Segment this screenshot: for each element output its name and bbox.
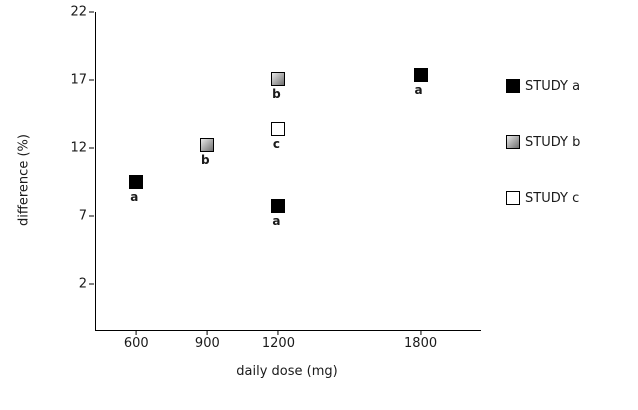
legend: STUDY a STUDY b STUDY c bbox=[506, 79, 580, 205]
x-axis-title: daily dose (mg) bbox=[236, 364, 338, 379]
tick-mark bbox=[89, 147, 94, 149]
plot-area: 22 17 12 7 2 600 900 1200 1800 a a a b b c bbox=[70, 6, 481, 350]
point-label: a bbox=[130, 189, 139, 204]
tick-mark bbox=[420, 330, 422, 335]
y-tick-label: 17 bbox=[70, 72, 87, 88]
y-tick-label: 2 bbox=[78, 276, 87, 292]
tick-mark bbox=[89, 11, 94, 13]
point-label: a bbox=[272, 214, 281, 229]
data-point-c bbox=[271, 121, 286, 136]
legend-item: STUDY b bbox=[506, 135, 580, 149]
tick-mark bbox=[206, 330, 208, 335]
point-label: c bbox=[272, 136, 280, 151]
tick-mark bbox=[277, 330, 279, 335]
y-tick-label: 7 bbox=[78, 208, 87, 224]
data-point-a bbox=[413, 67, 428, 82]
data-point-a bbox=[271, 199, 286, 214]
legend-swatch bbox=[506, 79, 520, 93]
legend-swatch bbox=[506, 135, 520, 149]
y-axis-title: difference (%) bbox=[16, 134, 32, 226]
x-tick: 1200 bbox=[262, 330, 295, 350]
x-tick: 900 bbox=[195, 330, 220, 350]
y-tick: 7 bbox=[48, 209, 94, 222]
x-tick-label: 600 bbox=[123, 336, 149, 351]
y-tick: 17 bbox=[48, 73, 94, 86]
tick-mark bbox=[135, 330, 137, 335]
y-tick: 22 bbox=[48, 6, 94, 19]
tick-mark bbox=[89, 215, 94, 217]
x-tick: 600 bbox=[124, 330, 149, 350]
legend-item: STUDY a bbox=[506, 79, 580, 93]
y-tick-label: 22 bbox=[70, 4, 87, 20]
point-label: a bbox=[414, 82, 423, 97]
data-point-a bbox=[129, 174, 144, 189]
x-tick-label: 900 bbox=[194, 336, 220, 351]
data-point-b bbox=[271, 71, 286, 86]
tick-mark bbox=[89, 79, 94, 81]
point-label: b bbox=[272, 86, 281, 101]
y-tick-label: 12 bbox=[70, 140, 87, 156]
legend-label: STUDY a bbox=[525, 78, 581, 94]
legend-swatch bbox=[506, 191, 520, 205]
x-tick: 1800 bbox=[404, 330, 437, 350]
data-point-b bbox=[200, 138, 215, 153]
tick-mark bbox=[89, 283, 94, 285]
y-tick: 12 bbox=[48, 141, 94, 154]
x-tick-label: 1800 bbox=[404, 336, 438, 351]
legend-label: STUDY c bbox=[525, 190, 580, 206]
legend-label: STUDY b bbox=[525, 134, 581, 150]
y-tick: 2 bbox=[48, 277, 94, 290]
legend-item: STUDY c bbox=[506, 191, 580, 205]
point-label: b bbox=[201, 153, 210, 168]
x-tick-label: 1200 bbox=[261, 336, 295, 351]
